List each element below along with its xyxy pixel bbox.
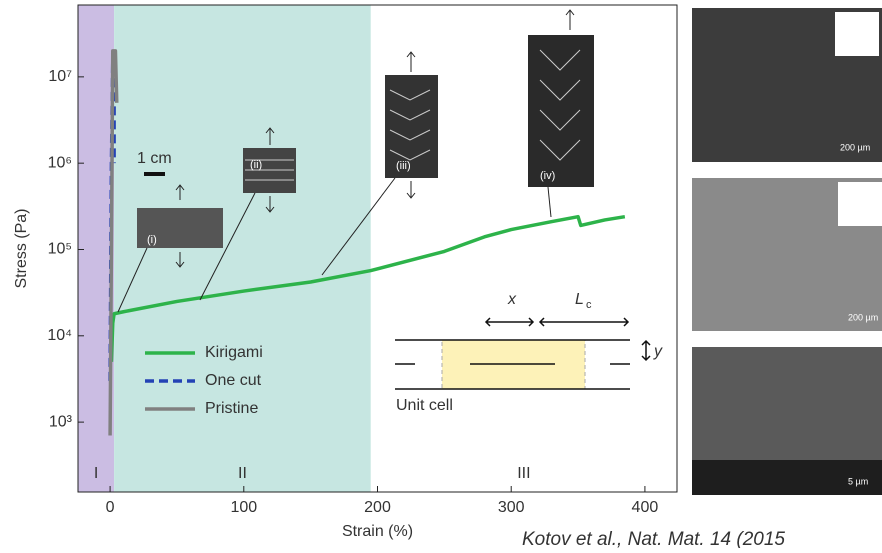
inset-label: (ii)	[250, 159, 262, 171]
label-y: y	[653, 343, 663, 360]
label-x: x	[507, 291, 517, 308]
inset-label: (iv)	[540, 170, 555, 182]
y-tick-label: 10⁴	[47, 327, 72, 344]
sem-inset	[838, 182, 882, 226]
x-tick-label: 100	[230, 499, 257, 516]
x-tick-label: 400	[632, 499, 659, 516]
x-axis-label: Strain (%)	[342, 523, 413, 540]
legend-label: Pristine	[205, 400, 258, 417]
x-tick-label: 300	[498, 499, 525, 516]
x-tick-label: 0	[106, 499, 115, 516]
region-label: III	[517, 465, 530, 482]
y-tick-label: 10⁷	[48, 68, 72, 85]
sem-scale: 5 µm	[848, 476, 868, 486]
y-tick-label: 10⁶	[48, 154, 72, 171]
inset-label: (i)	[147, 234, 157, 246]
inset-photo	[528, 35, 594, 187]
y-axis-label: Stress (Pa)	[13, 208, 30, 288]
region-label: I	[94, 465, 98, 482]
sem-inset	[835, 12, 879, 56]
y-tick-label: 10³	[49, 413, 73, 430]
unit-cell-label: Unit cell	[396, 397, 453, 414]
legend-label: Kirigami	[205, 344, 263, 361]
region-label: II	[238, 465, 247, 482]
citation: Kotov et al., Nat. Mat. 14 (2015	[522, 529, 785, 548]
y-tick-label: 10⁵	[48, 241, 72, 258]
sem-scale: 200 µm	[848, 312, 878, 322]
label-lc: L	[575, 291, 584, 308]
legend-label: One cut	[205, 372, 262, 389]
inset-label: (iii)	[396, 160, 411, 172]
label-lc-sub: c	[586, 299, 592, 311]
x-tick-label: 200	[364, 499, 391, 516]
chart: IIIIII 010020030040010³10⁴10⁵10⁶10⁷Strai…	[0, 0, 882, 548]
region	[114, 5, 371, 492]
scale-label: 1 cm	[137, 150, 172, 167]
sem-scale: 200 µm	[840, 142, 870, 152]
